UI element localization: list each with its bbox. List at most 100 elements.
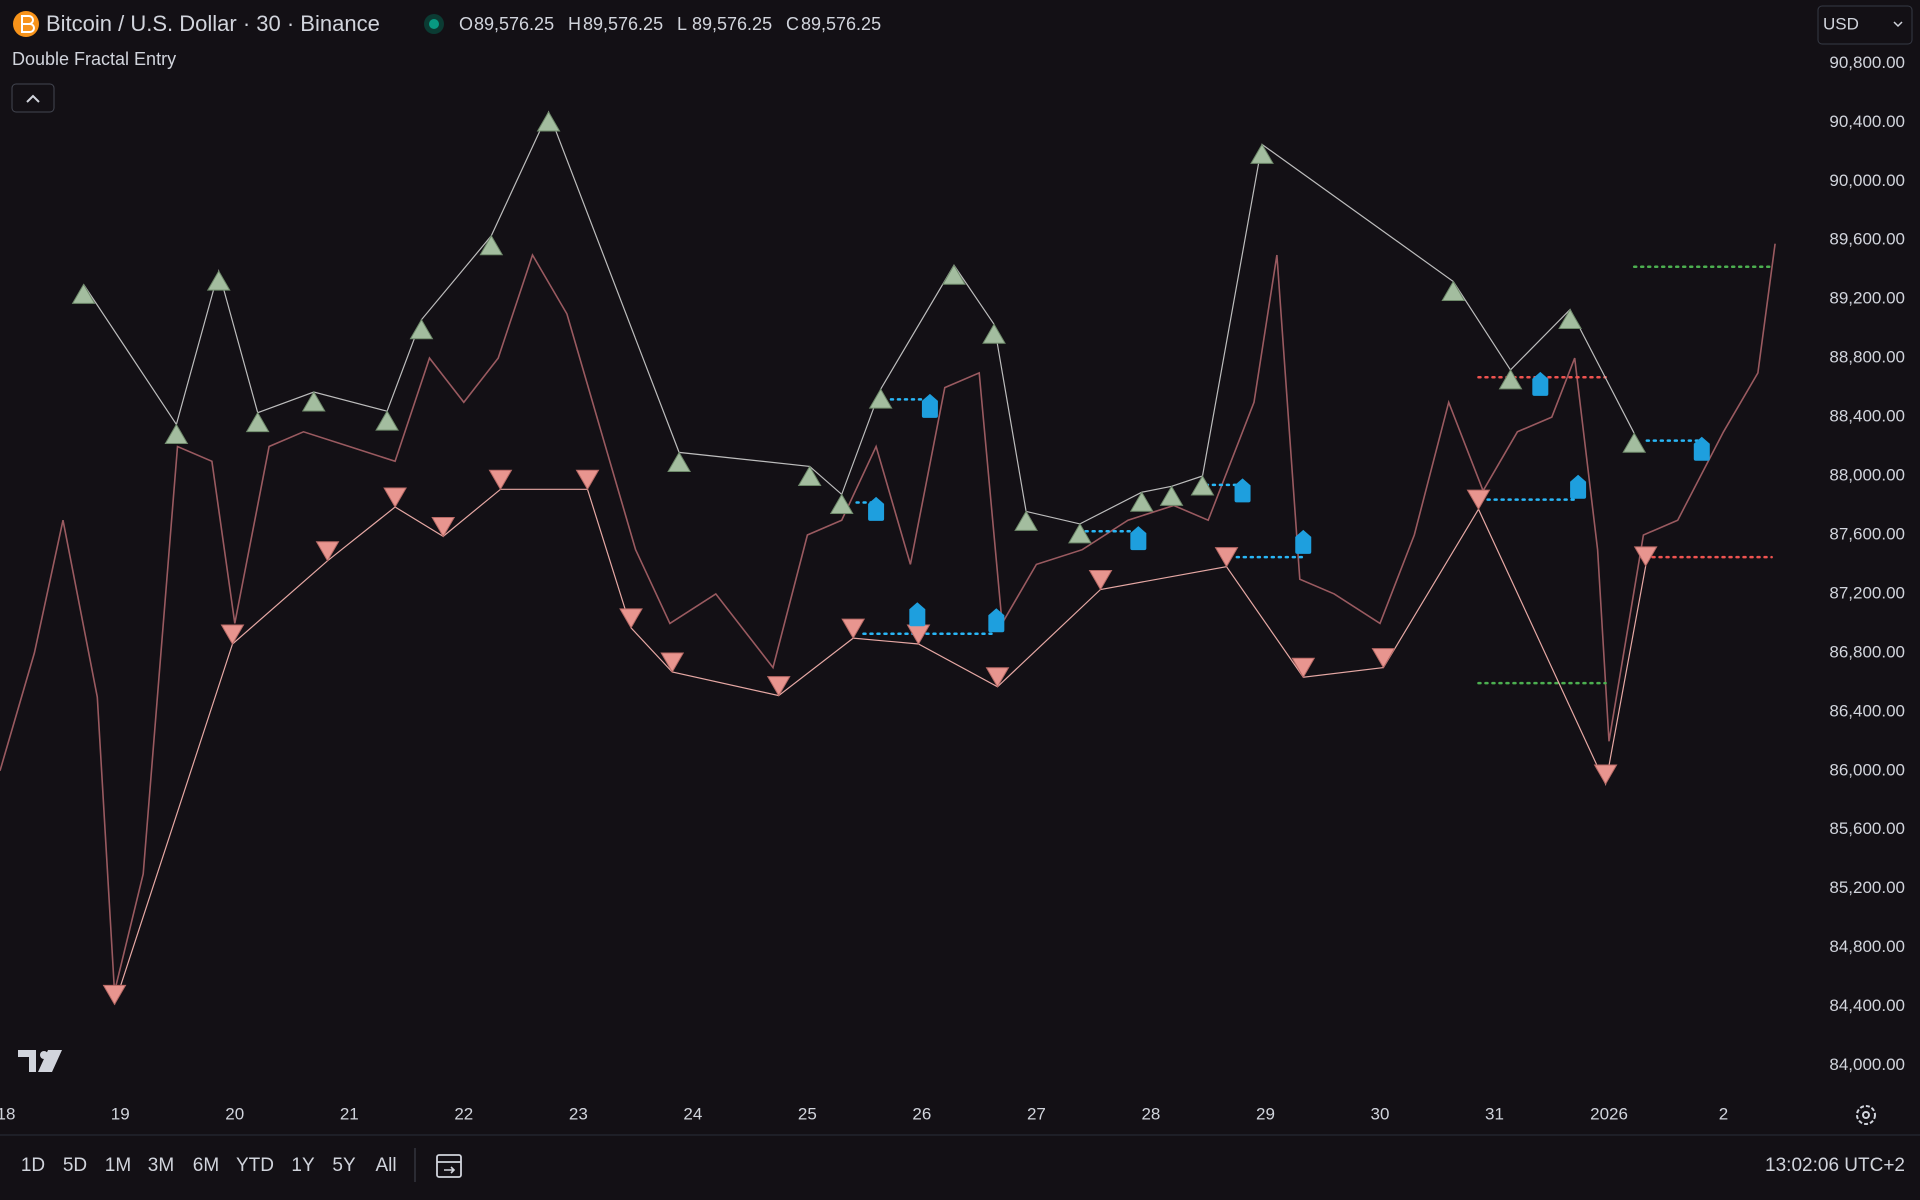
x-tick-label: 2026	[1590, 1104, 1628, 1123]
entry-marker	[988, 608, 1005, 633]
fractal-low	[1214, 547, 1239, 568]
ohlc-key: L	[677, 14, 687, 34]
fractal-high	[1441, 280, 1466, 301]
fractal-high	[1558, 308, 1582, 329]
fractal-low	[1088, 570, 1113, 591]
fractal-high	[797, 465, 822, 486]
symbol-icon-glyph	[21, 15, 35, 33]
range-button[interactable]: 1D	[21, 1155, 45, 1176]
fractal-low	[575, 469, 600, 491]
y-tick-label: 85,600.00	[1829, 819, 1905, 838]
ohlc-key: H	[568, 14, 581, 34]
fractal-low	[619, 608, 643, 629]
y-tick-label: 84,400.00	[1829, 996, 1905, 1015]
fractal-high	[1622, 432, 1647, 453]
y-tick-label: 86,400.00	[1829, 701, 1905, 720]
fractal-high	[245, 411, 270, 433]
y-tick-label: 86,800.00	[1829, 642, 1905, 661]
y-tick-label: 90,800.00	[1829, 53, 1905, 72]
ohlc-value: 89,576.25	[801, 14, 881, 34]
range-button[interactable]: 1M	[105, 1155, 131, 1176]
fractal-high	[409, 318, 434, 340]
y-tick-label: 89,200.00	[1829, 289, 1905, 308]
fractal-high	[1190, 475, 1215, 496]
plot-area: 84,000.00 84,400.00 84,800.00 85,200.00 85,6…	[0, 53, 1905, 1123]
calendar-icon-arrow	[444, 1166, 456, 1174]
ohlc-value: 89,576.25	[583, 14, 663, 34]
y-tick-label: 90,400.00	[1829, 112, 1905, 131]
fractal-low	[220, 624, 245, 646]
currency-dropdown[interactable]	[1817, 5, 1913, 45]
y-tick-label: 87,200.00	[1829, 583, 1905, 602]
currency-label: USD	[1823, 14, 1859, 33]
x-tick-label: 27	[1027, 1104, 1046, 1123]
fractal-low	[383, 487, 407, 508]
fractal-high	[1159, 485, 1184, 506]
x-tick-label: 19	[111, 1104, 130, 1123]
dropdown-chevron	[1893, 21, 1903, 28]
fractal-high	[942, 264, 966, 285]
range-button[interactable]: 5D	[63, 1155, 87, 1176]
fractal-high	[301, 391, 326, 412]
tradingview-logo-dot	[40, 1051, 48, 1059]
ohlc-value: 89,576.25	[692, 14, 772, 34]
fractal-high	[206, 270, 231, 291]
range-button[interactable]: YTD	[236, 1155, 274, 1176]
fractal-low	[488, 469, 513, 491]
clock[interactable]: 13:02:06 UTC+2	[1765, 1155, 1905, 1176]
fractal-low	[315, 541, 340, 562]
y-tick-label: 84,800.00	[1829, 937, 1905, 956]
x-tick-label: 22	[454, 1104, 473, 1123]
fractal-high	[164, 423, 189, 444]
fractal-low	[1633, 546, 1658, 567]
x-tick-label: 2	[1719, 1104, 1728, 1123]
entry-marker	[868, 496, 885, 521]
entry-marker	[1532, 371, 1549, 396]
range-button[interactable]: 5Y	[332, 1155, 356, 1176]
fractal-low	[660, 652, 685, 674]
fractal-high	[536, 111, 561, 132]
y-tick-label: 86,000.00	[1829, 760, 1905, 779]
ohlc-value: 89,576.25	[474, 14, 554, 34]
x-tick-label: 31	[1485, 1104, 1504, 1123]
status-dot[interactable]	[429, 19, 439, 29]
fractal-low	[841, 618, 866, 640]
range-button[interactable]: 6M	[193, 1155, 219, 1176]
fractal-high	[479, 234, 504, 256]
x-tick-label: 23	[569, 1104, 588, 1123]
x-tick-label: 20	[225, 1104, 244, 1123]
x-tick-label: 21	[340, 1104, 359, 1123]
fractal-high	[667, 451, 691, 472]
x-tick-label: 29	[1256, 1104, 1275, 1123]
entry-marker	[921, 393, 938, 418]
fractal-low	[766, 676, 791, 697]
fractal-high	[1250, 143, 1274, 164]
entry-marker	[1234, 478, 1251, 503]
collapse-button[interactable]	[11, 83, 55, 113]
settings-icon	[1862, 1111, 1870, 1119]
fractal-low	[1291, 657, 1316, 679]
settings-button[interactable]	[1856, 1105, 1876, 1125]
symbol-title[interactable]: Bitcoin / U.S. Dollar · 30 · Binance	[46, 11, 380, 36]
ui-layer: O 89,576.25 H 89,576.25 L 89,576.25 C 89,576.25…	[21, 14, 881, 1176]
range-button[interactable]: 3M	[148, 1155, 174, 1176]
fractal-high	[982, 323, 1006, 344]
fractal-low	[1593, 764, 1618, 786]
y-tick-label: 90,000.00	[1829, 171, 1905, 190]
entry-marker	[1130, 526, 1147, 551]
ohlc-key: O	[459, 14, 473, 34]
range-button[interactable]: 1Y	[291, 1155, 315, 1176]
go-to-date-button[interactable]	[436, 1154, 462, 1178]
fractal-high	[375, 410, 399, 431]
tradingview-logo[interactable]	[18, 1050, 62, 1072]
entry-marker	[1570, 474, 1587, 499]
fractal-low	[102, 984, 127, 1006]
y-tick-label: 89,600.00	[1829, 230, 1905, 249]
range-button[interactable]: All	[375, 1155, 396, 1176]
x-tick-label: 25	[798, 1104, 817, 1123]
x-tick-label: 28	[1141, 1104, 1160, 1123]
y-tick-label: 84,000.00	[1829, 1055, 1905, 1074]
fractal-high	[1498, 368, 1523, 390]
indicator-title[interactable]: Double Fractal Entry	[12, 49, 176, 69]
